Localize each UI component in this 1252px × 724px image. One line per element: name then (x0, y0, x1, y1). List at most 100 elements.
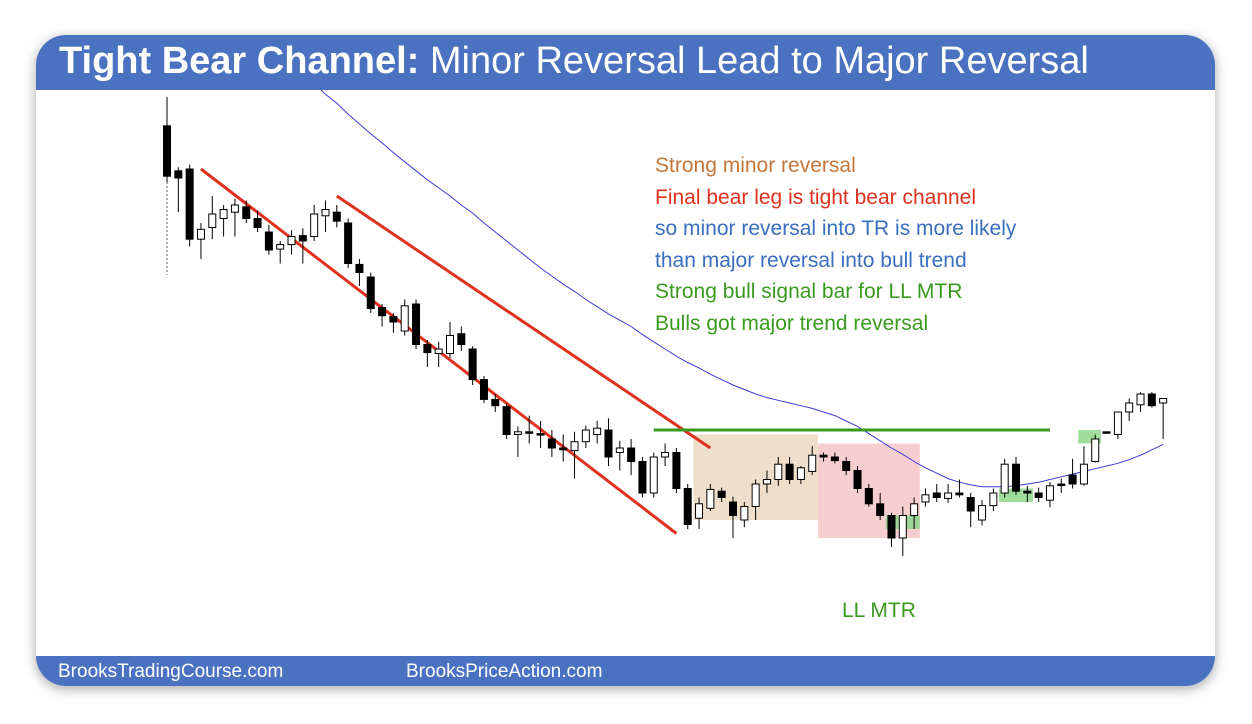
candle (853, 466, 862, 493)
candle-body (332, 211, 341, 222)
candle-body (751, 483, 760, 507)
candle (1012, 457, 1020, 495)
candle-body (581, 429, 590, 443)
candle (581, 425, 590, 448)
candle (366, 272, 375, 313)
candle (1159, 398, 1168, 439)
channel-line-1 (335, 194, 712, 450)
note-minor-reversal-likely: so minor reversal into TR is more likely (655, 217, 1017, 240)
candle-body (1102, 431, 1111, 434)
candle (321, 200, 330, 232)
candle (910, 497, 919, 529)
candle-body (593, 427, 602, 436)
candle-body (423, 344, 432, 354)
candle-body (785, 463, 794, 481)
candle-body (1159, 398, 1168, 404)
candle-body (921, 494, 930, 503)
candle (310, 205, 319, 241)
candle-body (310, 213, 319, 237)
candle-body (661, 452, 670, 458)
candle (570, 431, 579, 479)
candle-body (1125, 402, 1134, 413)
candle-body (808, 454, 817, 472)
candle (208, 196, 217, 240)
note-bull-signal-bar: Strong bull signal bar for LL MTR (655, 280, 963, 303)
note-final-bear-leg: Final bear leg is tight bear channel (655, 185, 977, 209)
candle (219, 205, 228, 237)
candle (1057, 478, 1066, 493)
candle (491, 394, 500, 412)
candle (615, 440, 624, 471)
candle (468, 346, 477, 385)
candle-body (649, 456, 658, 494)
candle (513, 426, 522, 457)
candle (525, 415, 534, 444)
candle-body (989, 492, 998, 507)
candle (921, 488, 930, 507)
candle (627, 439, 636, 475)
candle-body (525, 431, 534, 434)
candle-body (876, 503, 885, 516)
candle (174, 167, 183, 213)
candle (298, 228, 307, 264)
candle-body (513, 431, 522, 435)
candle-body (932, 492, 941, 498)
candle-body (864, 488, 873, 505)
candle-body (276, 244, 285, 250)
candle (796, 466, 805, 484)
candle (446, 322, 454, 358)
candle-body (1045, 485, 1054, 501)
candle-body (1113, 411, 1122, 435)
moving-average-line (263, 35, 1164, 488)
candle-body (627, 447, 636, 462)
footer-link-brookstradingcourse[interactable]: BrooksTradingCourse.com (58, 661, 284, 682)
candle-body (400, 305, 409, 332)
candle-body (978, 505, 987, 521)
candle (706, 484, 715, 511)
candle (1000, 458, 1009, 498)
candle-body (615, 447, 624, 453)
candle (966, 493, 975, 528)
candle-body (796, 467, 805, 480)
candle-body (208, 213, 217, 228)
candle-body (830, 456, 839, 462)
candlestick-chart (163, 35, 1168, 556)
candle (1125, 398, 1134, 421)
candle (185, 164, 194, 247)
candle (1102, 431, 1111, 434)
candle (774, 457, 783, 486)
candle-body (479, 379, 488, 400)
candle-body (547, 438, 556, 449)
candle-body (163, 125, 171, 177)
candle-body (887, 515, 896, 539)
candles-layer (163, 97, 1168, 556)
candle (864, 484, 873, 507)
candle (898, 506, 907, 556)
candle-body (355, 263, 364, 273)
candle-body (230, 204, 239, 213)
candle-body (1012, 463, 1020, 492)
candle (1113, 411, 1122, 439)
title-rest: Minor Reversal Lead to Major Reversal (419, 40, 1089, 82)
candle-body (1136, 393, 1145, 406)
candle (978, 500, 987, 526)
candle-body (762, 479, 771, 485)
footer-link-brookspriceaction[interactable]: BrooksPriceAction.com (406, 661, 603, 682)
candle-body (457, 333, 466, 346)
candle-body (1068, 474, 1077, 485)
candle-body (1034, 492, 1043, 498)
candle-body (717, 490, 726, 499)
candle-body (321, 209, 330, 217)
candle (740, 502, 749, 528)
candle-body (729, 501, 737, 516)
candle-body (491, 398, 500, 407)
title-bold: Tight Bear Channel: (59, 40, 420, 82)
candle (264, 224, 273, 255)
candle (400, 299, 409, 336)
candle-body (898, 515, 907, 539)
candle-body (695, 503, 704, 519)
candle (661, 443, 670, 466)
candle-body (706, 488, 715, 509)
candle-body (389, 316, 398, 323)
candle (695, 497, 704, 529)
